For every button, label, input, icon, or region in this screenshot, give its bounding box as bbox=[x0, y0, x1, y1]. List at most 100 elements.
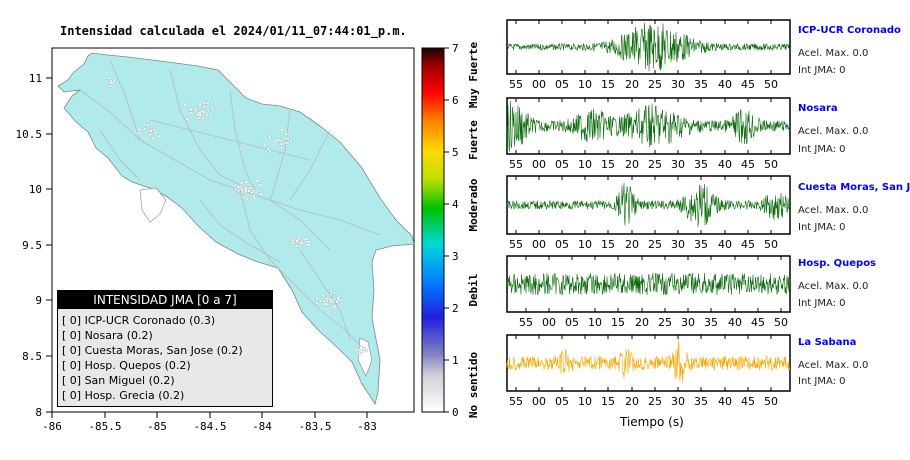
scale-tick-label: 4 bbox=[452, 198, 459, 211]
town-marker bbox=[201, 117, 205, 121]
time-tick-label: 30 bbox=[671, 158, 685, 171]
town-marker bbox=[291, 238, 294, 242]
time-tick-label: 40 bbox=[718, 78, 732, 91]
town-marker bbox=[364, 349, 368, 352]
intensity-legend: INTENSIDAD JMA [0 a 7] [ 0] ICP-UCR Coro… bbox=[57, 290, 273, 407]
intensity-color-scale: 0 1 2 3 4 5 6 7 No sentido Debil Moderado Fuerte Mu… bbox=[421, 42, 480, 419]
town-marker bbox=[109, 84, 112, 88]
town-marker bbox=[266, 147, 270, 151]
town-marker bbox=[319, 299, 323, 303]
town-marker bbox=[244, 180, 248, 184]
map-y-tick-label: 10.5 bbox=[16, 128, 43, 141]
town-marker bbox=[189, 108, 193, 112]
time-tick-label: 50 bbox=[764, 78, 778, 91]
map-x-axis: -86 -85.5 -85 -84.5 -84 -83.5 -83 bbox=[42, 412, 377, 433]
town-marker bbox=[244, 186, 248, 190]
time-tick-label: 00 bbox=[532, 158, 546, 171]
town-marker bbox=[279, 142, 283, 146]
gulf-of-nicoya bbox=[139, 187, 167, 223]
time-tick-label: 00 bbox=[532, 238, 546, 251]
seismogram-panels: 55 00 05 10 15 20 25 30 35 40 45 50 55 00 05 10 15 20 25 30… bbox=[506, 19, 791, 408]
town-marker bbox=[290, 241, 294, 245]
map-y-tick-label: 9 bbox=[35, 294, 42, 307]
waveform-trace bbox=[506, 100, 791, 152]
town-marker bbox=[358, 348, 362, 352]
legend-item: [ 0] ICP-UCR Coronado (0.3) bbox=[62, 314, 216, 327]
time-tick-label: 55 bbox=[509, 78, 523, 91]
town-marker bbox=[252, 194, 256, 198]
time-tick-label: 25 bbox=[648, 158, 662, 171]
legend-item: [ 0] San Miguel (0.2) bbox=[62, 374, 175, 387]
town-marker bbox=[280, 128, 283, 132]
time-tick-label: 25 bbox=[658, 316, 672, 329]
town-marker bbox=[302, 238, 306, 241]
time-tick-label: 30 bbox=[671, 395, 685, 408]
map-y-tick-label: 9.5 bbox=[22, 239, 42, 252]
station-jma-4: Int JMA: 0 bbox=[798, 376, 846, 387]
town-marker bbox=[110, 81, 114, 85]
town-marker bbox=[323, 302, 327, 306]
legend-item: [ 0] Hosp. Quepos (0.2) bbox=[62, 359, 191, 372]
station-jma-3: Int JMA: 0 bbox=[798, 298, 846, 309]
waveform-trace bbox=[506, 340, 791, 383]
time-tick-label: 05 bbox=[555, 158, 569, 171]
time-tick-label: 40 bbox=[718, 238, 732, 251]
scale-category-label: No sentido bbox=[467, 352, 480, 419]
scale-tick-label: 2 bbox=[452, 302, 459, 315]
time-tick-label: 55 bbox=[509, 238, 523, 251]
waveform-trace bbox=[506, 272, 791, 296]
town-marker bbox=[315, 297, 319, 301]
town-marker bbox=[143, 127, 147, 131]
town-marker bbox=[255, 179, 259, 183]
time-tick-label: 30 bbox=[671, 238, 685, 251]
legend-item: [ 0] Cuesta Moras, San Jose (0.2) bbox=[62, 344, 243, 357]
map-y-tick-label: 8.5 bbox=[22, 350, 42, 363]
time-tick-label: 15 bbox=[601, 158, 615, 171]
town-marker bbox=[243, 196, 246, 199]
time-tick-label: 45 bbox=[741, 78, 755, 91]
town-marker bbox=[278, 139, 282, 142]
town-marker bbox=[137, 128, 141, 131]
town-marker bbox=[285, 141, 288, 145]
scale-category-label: Debil bbox=[467, 273, 480, 306]
seismogram-panel: 55 00 05 10 15 20 25 30 35 40 45 50 bbox=[506, 19, 791, 91]
golfo-dulce bbox=[357, 337, 373, 377]
scale-tick-label: 7 bbox=[452, 42, 459, 55]
town-marker bbox=[197, 116, 201, 120]
time-tick-label: 30 bbox=[671, 78, 685, 91]
station-accel-2: Acel. Max. 0.0 bbox=[798, 205, 869, 216]
town-marker bbox=[306, 243, 310, 247]
time-tick-label: 50 bbox=[764, 158, 778, 171]
seismogram-panel: 55 00 05 10 15 20 25 30 35 40 45 50 bbox=[506, 97, 791, 171]
time-tick-label: 15 bbox=[611, 316, 625, 329]
scale-tick-label: 6 bbox=[452, 94, 459, 107]
time-tick-label: 35 bbox=[694, 238, 708, 251]
town-marker bbox=[142, 123, 146, 126]
time-tick-label: 05 bbox=[555, 238, 569, 251]
waveform-trace bbox=[506, 182, 791, 227]
scale-tick-label: 1 bbox=[452, 354, 459, 367]
town-marker bbox=[335, 300, 339, 304]
town-marker bbox=[239, 181, 243, 185]
town-marker bbox=[202, 105, 206, 108]
station-accel-0: Acel. Max. 0.0 bbox=[798, 48, 869, 59]
time-tick-label: 05 bbox=[565, 316, 579, 329]
scale-bar bbox=[421, 47, 445, 413]
map-y-axis: 11 10.5 10 9.5 9 8.5 8 bbox=[16, 72, 52, 419]
time-tick-label: 20 bbox=[625, 238, 639, 251]
town-marker bbox=[211, 108, 215, 111]
town-marker bbox=[336, 296, 340, 300]
town-marker bbox=[185, 117, 189, 121]
map-x-tick-label: -83.5 bbox=[298, 420, 331, 433]
time-tick-label: 40 bbox=[718, 395, 732, 408]
town-marker bbox=[295, 239, 299, 243]
town-marker bbox=[247, 189, 251, 193]
station-accel-3: Acel. Max. 0.0 bbox=[798, 281, 869, 292]
map-title: Intensidad calculada el 2024/01/11_07:44… bbox=[60, 24, 407, 38]
station-name-4: La Sabana bbox=[798, 337, 857, 348]
time-tick-label: 10 bbox=[588, 316, 602, 329]
legend-item: [ 0] Nosara (0.2) bbox=[62, 329, 153, 342]
town-marker bbox=[154, 131, 158, 134]
town-marker bbox=[193, 106, 197, 110]
town-marker bbox=[198, 111, 202, 115]
